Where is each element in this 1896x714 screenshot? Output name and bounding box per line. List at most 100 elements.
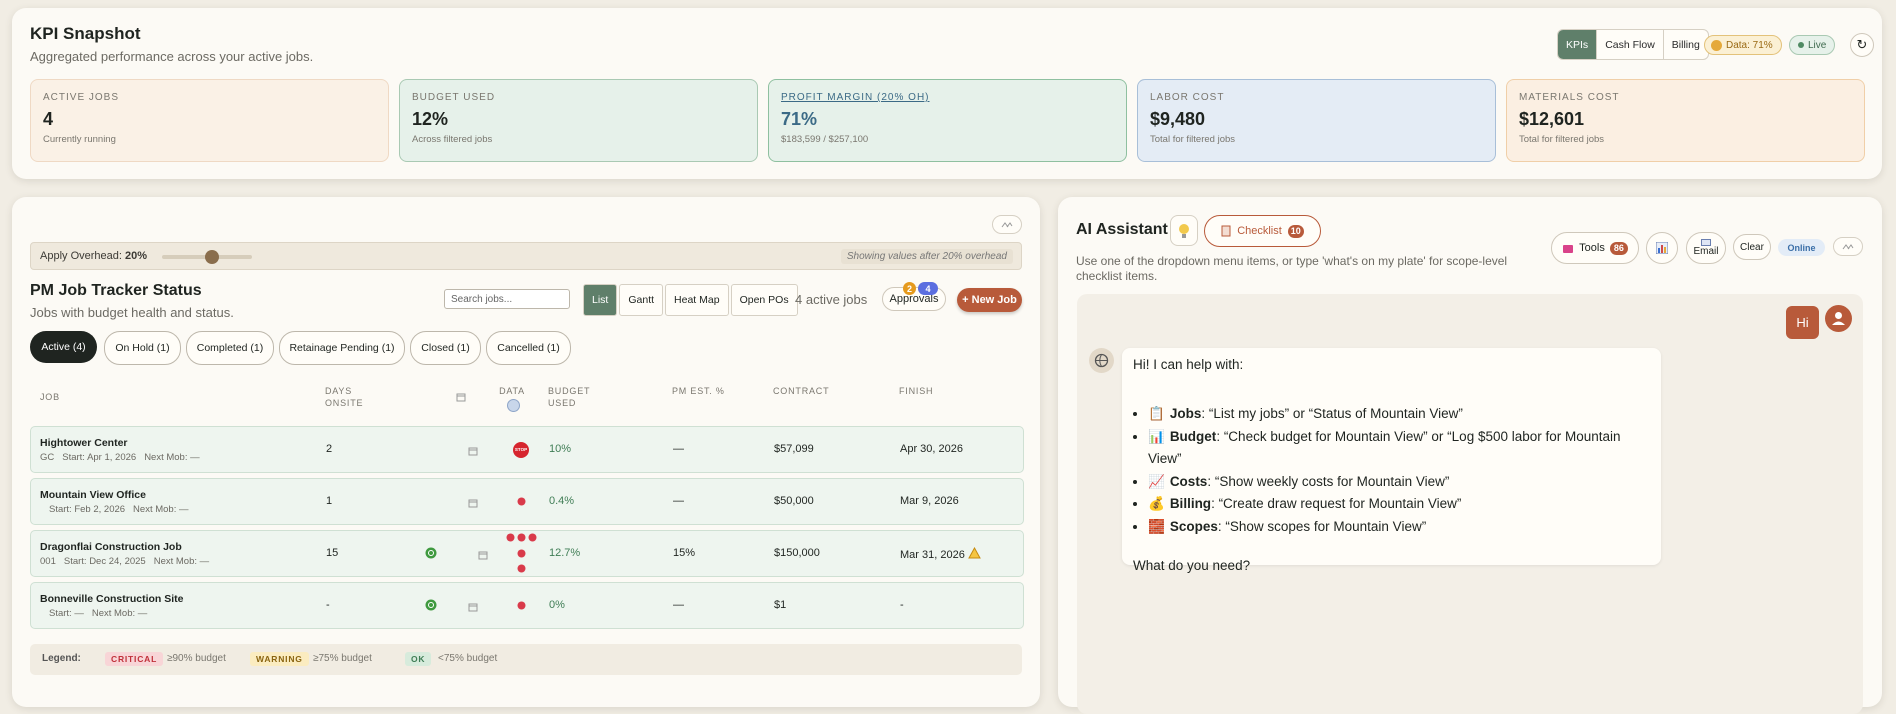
item-label: Scopes bbox=[1169, 518, 1218, 534]
kpi-tab[interactable]: KPIs bbox=[1558, 30, 1597, 59]
filter-pill[interactable]: Completed (1) bbox=[186, 331, 274, 365]
job-row[interactable]: Mountain View Office Start: Feb 2, 2026 Ne… bbox=[30, 478, 1024, 525]
kpi-value: $12,601 bbox=[1519, 109, 1585, 129]
kpi-tab[interactable]: Billing bbox=[1662, 30, 1708, 59]
kpi-title: KPI Snapshot bbox=[30, 24, 141, 43]
status-dot bbox=[506, 529, 515, 547]
kpi-value: 71% bbox=[781, 109, 818, 129]
view-tab[interactable]: Open POs bbox=[730, 284, 798, 316]
checklist-button[interactable]: Checklist 10 bbox=[1204, 215, 1321, 247]
filter-pill[interactable]: Active (4) bbox=[30, 331, 97, 363]
approvals-badge: 2 bbox=[903, 282, 916, 295]
finish-date: Mar 31, 2026 bbox=[900, 548, 965, 561]
finish: - bbox=[900, 599, 904, 611]
status-dot bbox=[517, 529, 526, 547]
job-row[interactable]: Hightower Center GC Start: Apr 1, 2026 Next… bbox=[30, 426, 1024, 473]
tools-icon bbox=[1563, 244, 1574, 253]
status-dot bbox=[517, 564, 525, 573]
filter-pill[interactable]: Cancelled (1) bbox=[486, 331, 571, 365]
job-meta: Start: — Next Mob: — bbox=[49, 608, 147, 619]
status-dot bbox=[517, 601, 525, 609]
job-name: Hightower Center bbox=[40, 437, 128, 449]
tracker-title: PM Job Tracker Status bbox=[30, 282, 202, 299]
kpi-card: PROFIT MARGIN (20% OH) 71% $183,599 / $257… bbox=[768, 79, 1127, 162]
tools-count: 86 bbox=[1609, 241, 1628, 255]
email-button[interactable]: Email bbox=[1686, 232, 1726, 264]
view-tab[interactable]: Heat Map bbox=[665, 284, 729, 316]
job-start: Start: Feb 2, 2026 bbox=[49, 504, 126, 515]
job-name: Dragonflai Construction Job bbox=[40, 541, 182, 553]
overhead-note: Showing values after 20% overhead bbox=[840, 249, 1013, 264]
view-tab[interactable]: List bbox=[583, 284, 618, 316]
pm-estimate: 15% bbox=[673, 547, 696, 559]
kpi-label: MATERIALS COST bbox=[1519, 92, 1620, 103]
kpi-note: Across filtered jobs bbox=[412, 134, 493, 145]
legend-tag: OK bbox=[405, 652, 432, 666]
assistant-description: Use one of the dropdown menu items, or t… bbox=[1076, 254, 1508, 283]
legend-text: <75% budget bbox=[438, 653, 498, 664]
chart-button[interactable] bbox=[1646, 232, 1678, 264]
item-icon: 📈 bbox=[1148, 473, 1165, 489]
bot-intro: Hi! I can help with: bbox=[1133, 357, 1244, 372]
job-start: Start: Apr 1, 2026 bbox=[62, 452, 137, 463]
ideas-button[interactable] bbox=[1170, 215, 1198, 246]
item-icon: 📋 bbox=[1148, 406, 1165, 421]
collapse-button[interactable] bbox=[1833, 237, 1863, 256]
new-job-button[interactable]: + New Job bbox=[957, 288, 1022, 312]
overhead-label-text: Apply Overhead: bbox=[40, 250, 122, 262]
assistant-panel: AI Assistant Checklist 10 Use one of the… bbox=[1058, 197, 1882, 714]
approvals-button[interactable]: Approvals 2 4 bbox=[882, 282, 946, 311]
refresh-button[interactable]: ↻ bbox=[1850, 33, 1874, 57]
contract: $50,000 bbox=[774, 495, 814, 507]
job-code: GC bbox=[40, 452, 55, 463]
legend-title: Legend: bbox=[42, 653, 81, 664]
job-code: 001 bbox=[40, 556, 56, 567]
kpi-label: LABOR COST bbox=[1150, 92, 1225, 103]
pm-estimate: — bbox=[673, 495, 684, 507]
calendar-icon bbox=[468, 603, 478, 612]
kpi-card: LABOR COST $9,480 Total for filtered jobs bbox=[1137, 79, 1496, 162]
slider-thumb[interactable] bbox=[205, 250, 219, 264]
job-next-mob: Next Mob: — bbox=[144, 452, 200, 463]
tools-button[interactable]: Tools 86 bbox=[1551, 232, 1639, 264]
job-name: Bonneville Construction Site bbox=[40, 593, 184, 605]
filter-pill[interactable]: On Hold (1) bbox=[104, 331, 181, 365]
tools-label: Tools bbox=[1579, 242, 1605, 254]
column-header: PM EST. % bbox=[672, 386, 725, 396]
data-header-icon bbox=[507, 399, 520, 412]
item-text: : “Create draw request for Mountain View… bbox=[1211, 496, 1462, 511]
checklist-count: 10 bbox=[1287, 224, 1304, 238]
calendar-icon bbox=[468, 447, 478, 456]
kpi-tab[interactable]: Cash Flow bbox=[1596, 30, 1663, 59]
bot-avatar bbox=[1089, 348, 1114, 373]
chat-area: Hi Hi! I can help with: 📋 Jobs: “List my … bbox=[1077, 294, 1863, 714]
budget-used: 0% bbox=[549, 599, 565, 611]
legend-tag: WARNING bbox=[250, 652, 309, 666]
kpi-value: 12% bbox=[412, 109, 449, 129]
bot-outro: What do you need? bbox=[1133, 558, 1251, 573]
legend-text: ≥75% budget bbox=[313, 653, 372, 664]
job-row[interactable]: Dragonflai Construction Job 001 Start: Dec… bbox=[30, 530, 1024, 577]
tracker-subtitle: Jobs with budget health and status. bbox=[30, 305, 234, 320]
collapse-button[interactable] bbox=[992, 215, 1022, 234]
filter-pill[interactable]: Closed (1) bbox=[410, 331, 481, 365]
job-row[interactable]: Bonneville Construction Site Start: — Next… bbox=[30, 582, 1024, 629]
finish: Mar 31, 2026 bbox=[900, 546, 981, 562]
view-tab[interactable]: Gantt bbox=[619, 284, 664, 316]
column-header: JOB bbox=[40, 392, 60, 402]
clear-button[interactable]: Clear bbox=[1733, 234, 1771, 260]
search-input[interactable]: Search jobs... bbox=[444, 289, 570, 309]
status-dot bbox=[517, 560, 526, 578]
item-icon: 💰 bbox=[1148, 496, 1165, 511]
kpi-value: $9,480 bbox=[1150, 109, 1206, 129]
item-label: Costs bbox=[1169, 473, 1208, 489]
approvals-label: Approvals bbox=[889, 293, 939, 305]
kpi-label[interactable]: PROFIT MARGIN (20% OH) bbox=[781, 92, 930, 103]
bot-list: 📋 Jobs: “List my jobs” or “Status of Moun… bbox=[1133, 403, 1650, 538]
kpi-card: MATERIALS COST $12,601 Total for filtered … bbox=[1506, 79, 1865, 162]
filter-pill[interactable]: Retainage Pending (1) bbox=[279, 331, 405, 365]
days-onsite: 1 bbox=[326, 495, 333, 507]
collapse-icon bbox=[1001, 221, 1013, 227]
item-text: : “Check budget for Mountain View” or “L… bbox=[1148, 428, 1621, 467]
contract: $1 bbox=[774, 599, 787, 611]
